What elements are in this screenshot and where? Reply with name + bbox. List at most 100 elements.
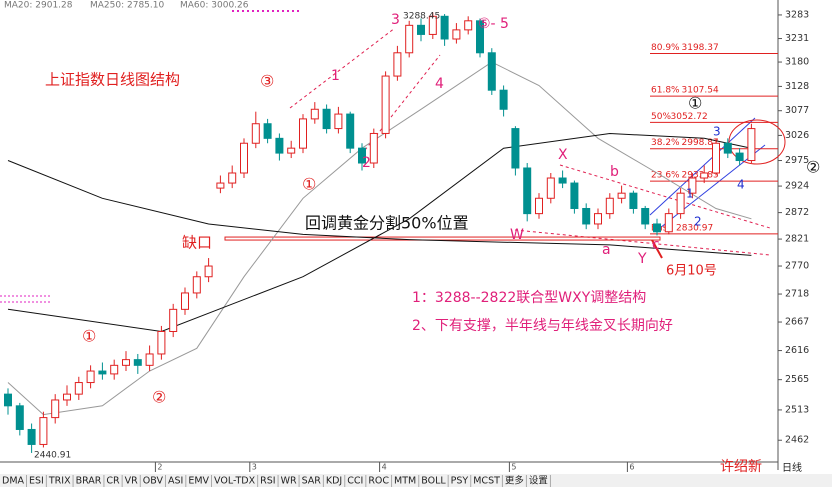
candle-body xyxy=(27,428,36,445)
candle-body xyxy=(192,276,201,294)
candle-body xyxy=(700,172,709,179)
tab[interactable]: ESI xyxy=(29,476,44,487)
candle-body xyxy=(405,24,414,54)
candle-body xyxy=(86,370,95,384)
period-label[interactable]: 日线 xyxy=(782,461,802,474)
y-tick-label: 3026 xyxy=(785,130,809,141)
sub-wave: 4 xyxy=(435,76,444,92)
candle-body xyxy=(688,177,697,194)
candle-body xyxy=(299,118,307,149)
sub-wave: 2 xyxy=(362,155,371,171)
candle-body xyxy=(133,359,142,366)
tab[interactable]: RSI xyxy=(260,476,275,487)
candle-body xyxy=(641,207,650,225)
candle-body xyxy=(594,213,602,225)
tab[interactable]: KDJ xyxy=(326,476,342,487)
tab[interactable]: SAR xyxy=(302,476,322,487)
trend-line xyxy=(559,164,771,229)
candle-body xyxy=(169,308,178,332)
candle-body xyxy=(440,15,449,40)
low-label: 2440.91 xyxy=(34,451,71,461)
channel-label: 2 xyxy=(694,215,702,229)
sub-wave: 1 xyxy=(331,68,340,84)
candle-body xyxy=(251,123,260,144)
wave-label: ① xyxy=(302,175,316,194)
tab-bar xyxy=(0,474,832,487)
candle-body xyxy=(523,167,532,215)
candle-body xyxy=(39,417,48,445)
wave-label: a xyxy=(602,242,611,258)
fib-value: 2830.97 xyxy=(676,223,713,233)
y-tick-label: 2462 xyxy=(785,435,809,446)
candle-body xyxy=(4,393,12,407)
tab[interactable]: EMV xyxy=(188,476,209,487)
tab[interactable]: PSY xyxy=(451,476,469,487)
y-tick-label: 3231 xyxy=(785,33,809,44)
tab[interactable]: MCST xyxy=(473,476,500,487)
fib-label: 80.9% xyxy=(651,43,680,53)
tab[interactable]: TRIX xyxy=(48,476,71,487)
candle-body xyxy=(664,213,673,233)
candle-body xyxy=(369,132,378,164)
trend-line xyxy=(289,27,396,109)
candle-body xyxy=(629,192,638,209)
fib-label: 50% xyxy=(651,112,671,122)
tab[interactable]: MTM xyxy=(394,476,416,487)
tab[interactable]: OBV xyxy=(143,476,164,487)
tab[interactable]: CCI xyxy=(347,476,363,487)
candle-body xyxy=(181,292,189,310)
channel-line xyxy=(649,117,756,216)
channel-label: 1 xyxy=(686,187,694,201)
y-tick-label: 2975 xyxy=(785,155,809,166)
tab[interactable]: BRAR xyxy=(76,476,102,487)
header-ma: MA20: 2901.28 xyxy=(4,1,73,11)
y-tick-label: 2718 xyxy=(785,289,809,300)
candle-body xyxy=(228,172,237,184)
candle-body xyxy=(74,382,83,395)
tab[interactable]: WR xyxy=(281,476,297,487)
chart-title: 上证指数日线图结构 xyxy=(45,71,180,89)
fib-label: 38.2% xyxy=(651,138,680,148)
tab[interactable]: VR xyxy=(125,476,138,487)
wave-label: ① xyxy=(688,94,702,113)
tab[interactable]: CR xyxy=(106,476,120,487)
tab[interactable]: DMA xyxy=(2,476,25,487)
candle-body xyxy=(582,207,591,225)
tab[interactable]: 更多 xyxy=(505,475,524,487)
x-tick-label: 2 xyxy=(157,463,162,472)
candle-body xyxy=(322,108,331,130)
tab[interactable]: ASI xyxy=(168,476,183,487)
x-tick-label: 4 xyxy=(382,463,387,472)
candle-body xyxy=(287,147,296,154)
x-tick-label: 3 xyxy=(252,463,257,472)
fib-value: 2998.87 xyxy=(682,138,719,148)
wave-label: X xyxy=(558,147,568,163)
candle-body xyxy=(452,29,461,40)
ma-line xyxy=(7,132,752,333)
candle-body xyxy=(735,152,744,162)
arrow xyxy=(651,239,663,259)
wave-label: W xyxy=(510,227,524,243)
tab[interactable]: ROC xyxy=(368,476,389,487)
plot: 3283323131803128307730262975292428722821… xyxy=(4,9,809,472)
fib-label: 23.6% xyxy=(651,171,680,181)
candle-body xyxy=(487,52,496,91)
fib-value: 2933.85 xyxy=(682,171,719,181)
tab[interactable]: VOL-TDX xyxy=(214,476,256,487)
wave-label: Y xyxy=(637,251,647,267)
y-tick-label: 2770 xyxy=(785,261,809,272)
candle-body xyxy=(51,399,60,419)
y-tick-label: 2616 xyxy=(785,345,809,356)
fib-value: 3052.72 xyxy=(671,112,708,122)
gap-label: 缺口 xyxy=(182,234,212,252)
tab[interactable]: 设置 xyxy=(529,476,548,487)
wave-label: b xyxy=(610,164,619,180)
tab[interactable]: BOLL xyxy=(421,476,446,487)
candle-body xyxy=(723,142,732,154)
high-label: 3288.45 xyxy=(403,12,440,22)
y-tick-label: 2667 xyxy=(785,317,809,328)
author: 许绍新 xyxy=(720,459,762,475)
highlight-circle xyxy=(728,119,786,165)
